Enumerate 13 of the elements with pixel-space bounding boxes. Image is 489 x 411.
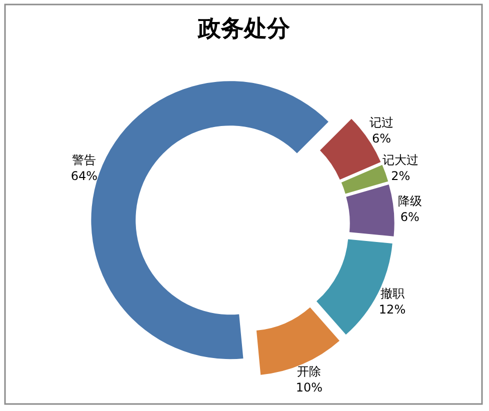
- slice-label: 记大过: [382, 153, 419, 168]
- slice-label: 记过: [370, 115, 394, 130]
- data-label: 10%: [296, 380, 323, 394]
- data-label: 64%: [70, 169, 98, 184]
- slice-label: 降级: [398, 194, 422, 208]
- data-label: 12%: [378, 302, 406, 316]
- data-label: 6%: [400, 210, 420, 224]
- slice-label: 撤职: [380, 286, 404, 300]
- slice-label: 开除: [297, 364, 322, 378]
- slice-label: 警告: [72, 153, 96, 168]
- data-label: 6%: [372, 131, 392, 146]
- chart-title: 政务处分: [197, 15, 291, 42]
- data-label: 2%: [391, 169, 410, 184]
